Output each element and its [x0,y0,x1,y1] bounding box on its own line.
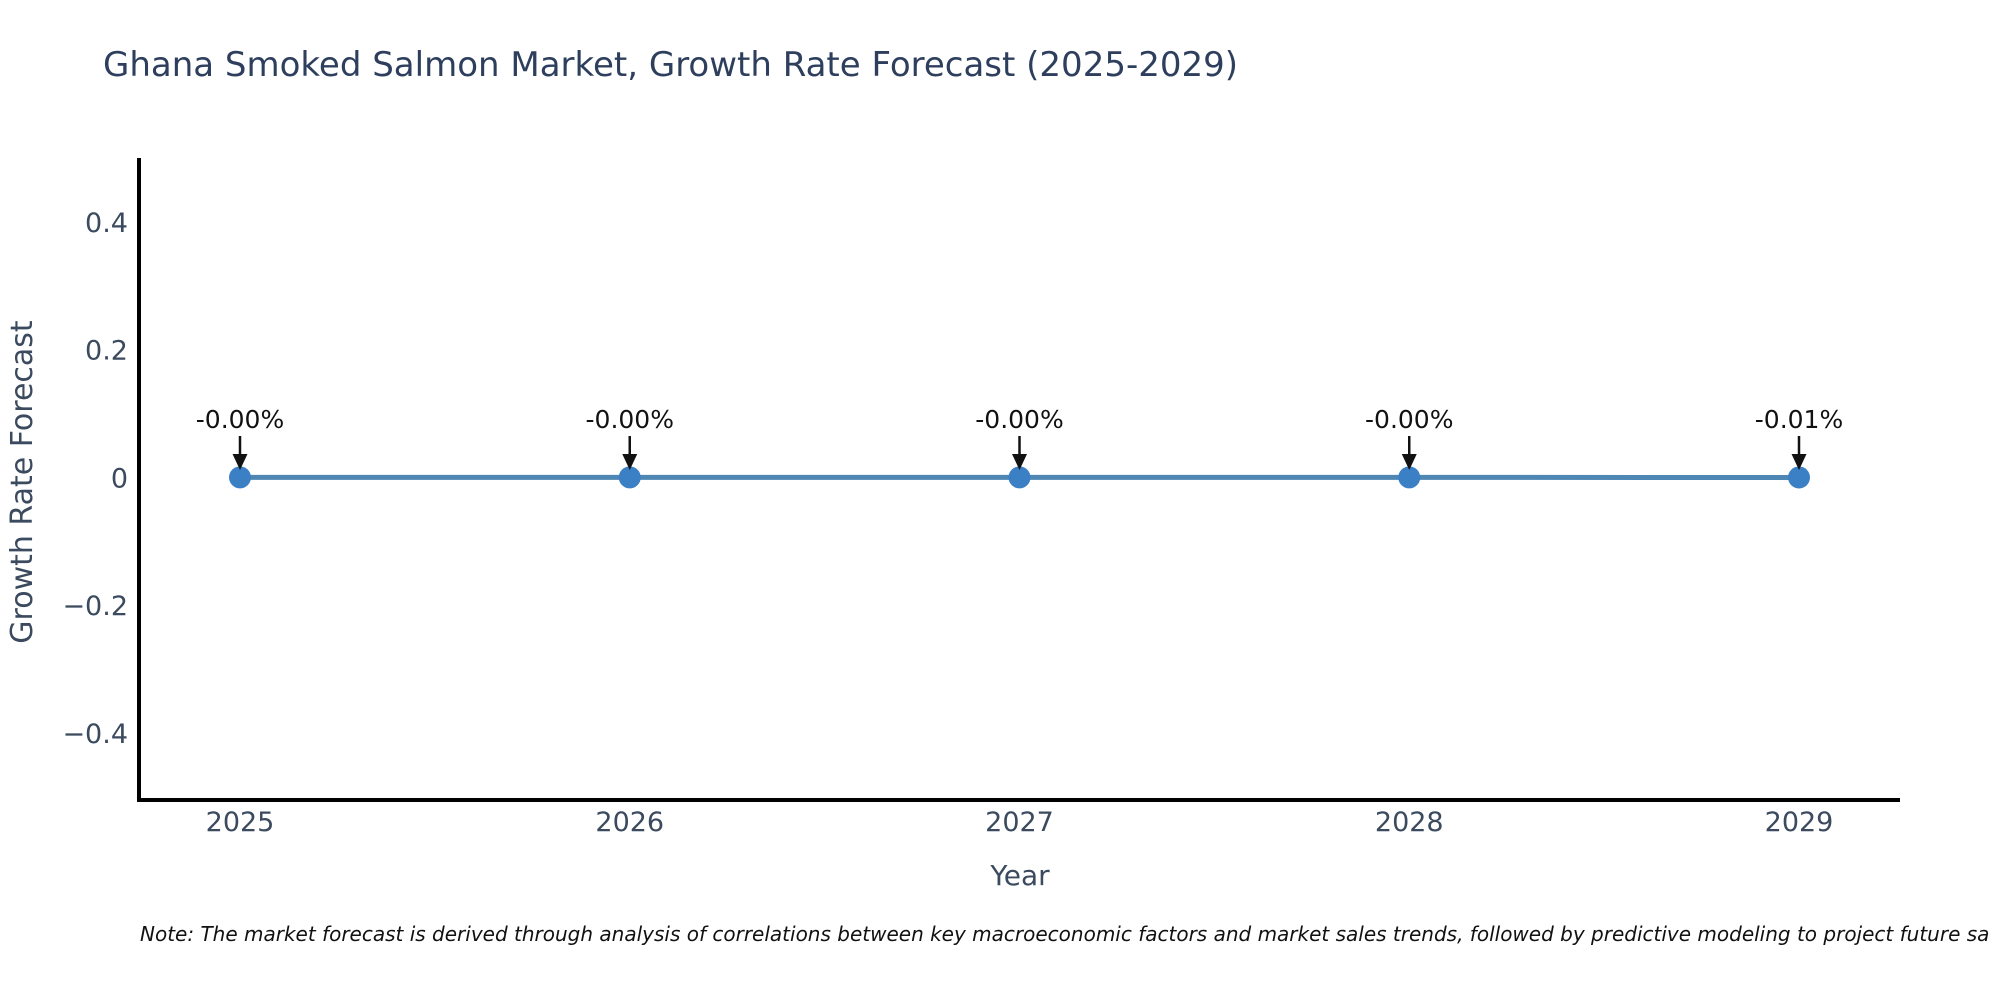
annotation-arrowhead [1401,454,1417,470]
point-annotation: -0.00% [975,405,1063,434]
plot-area: −0.4 −0.2 0 0.2 0.4 2025 2026 2027 2028 2029 -0.00… [62,158,1900,838]
y-tick-label: −0.2 [62,591,128,622]
data-point [229,466,251,489]
point-annotation: -0.00% [196,405,284,434]
data-point [1398,466,1421,489]
y-tick-label: 0.2 [85,336,128,367]
annotation-arrowhead [1791,454,1807,470]
y-tick-label: −0.4 [62,719,128,750]
annotation-arrowhead [622,454,638,470]
point-annotation: -0.01% [1755,405,1843,434]
x-tick-label: 2026 [595,807,664,838]
point-annotation: -0.00% [586,405,674,434]
x-tick-label: 2025 [206,807,275,838]
annotation-arrowhead [1012,454,1027,470]
point-annotation: -0.00% [1365,405,1453,434]
y-tick-label: 0 [111,463,128,494]
data-point [1788,466,1810,489]
data-point [1008,466,1031,489]
data-point [618,466,641,489]
x-tick-label: 2029 [1765,807,1834,838]
x-axis-label: Year [989,859,1050,892]
x-tick-label: 2028 [1375,807,1444,838]
y-axis-label: Growth Rate Forecast [5,320,40,644]
y-tick-label: 0.4 [85,208,128,239]
chart-title: Ghana Smoked Salmon Market, Growth Rate … [103,45,1238,85]
x-tick-label: 2027 [985,807,1054,838]
annotation-arrowhead [232,454,248,470]
footnote: Note: The market forecast is derived thr… [140,922,1989,946]
